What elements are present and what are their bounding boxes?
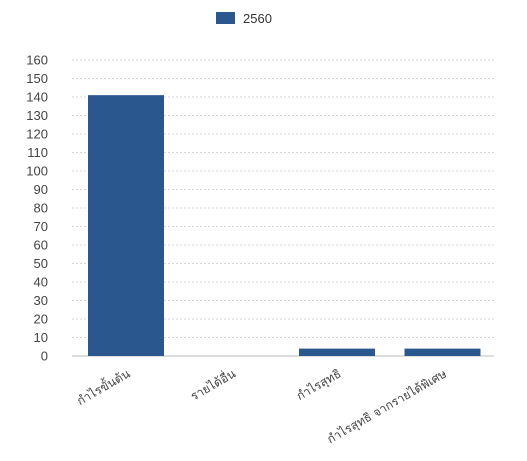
y-axis: 0 10 20 30 40 50 60 70 80 90 100 110 120 130 140 150 160 [26,53,48,364]
y-tick-label: 40 [34,275,48,290]
y-tick-label: 50 [34,256,48,271]
y-tick-label: 150 [26,71,48,86]
x-axis: กำไรขั้นต้น รายได้อื่น กำไรสุทธิกำไรสุทธิ … [73,365,449,447]
legend-swatch [216,12,235,24]
y-tick-label: 0 [41,349,48,364]
y-tick-label: 120 [26,127,48,142]
y-tick-label: 60 [34,238,48,253]
y-tick-label: 80 [34,201,48,216]
x-tick-label: รายได้อื่น [187,365,238,404]
bar [299,348,375,356]
x-tick-label: กำไรสุทธิ [294,366,344,404]
y-tick-label: 100 [26,164,48,179]
bar [88,95,164,357]
bar [404,348,481,356]
legend-label: 2560 [243,11,272,26]
y-tick-label: 20 [34,312,48,327]
bar-series [88,95,481,357]
y-tick-label: 160 [26,53,48,68]
y-tick-label: 140 [26,90,48,105]
y-tick-label: 90 [34,182,48,197]
y-tick-label: 10 [34,330,48,345]
y-tick-label: 110 [27,145,48,160]
y-tick-label: 30 [34,293,48,308]
y-tick-label: 130 [26,108,48,123]
x-tick-label: กำไรขั้นต้น [73,365,132,408]
y-tick-label: 70 [34,219,48,234]
legend: 2560 [216,11,272,26]
